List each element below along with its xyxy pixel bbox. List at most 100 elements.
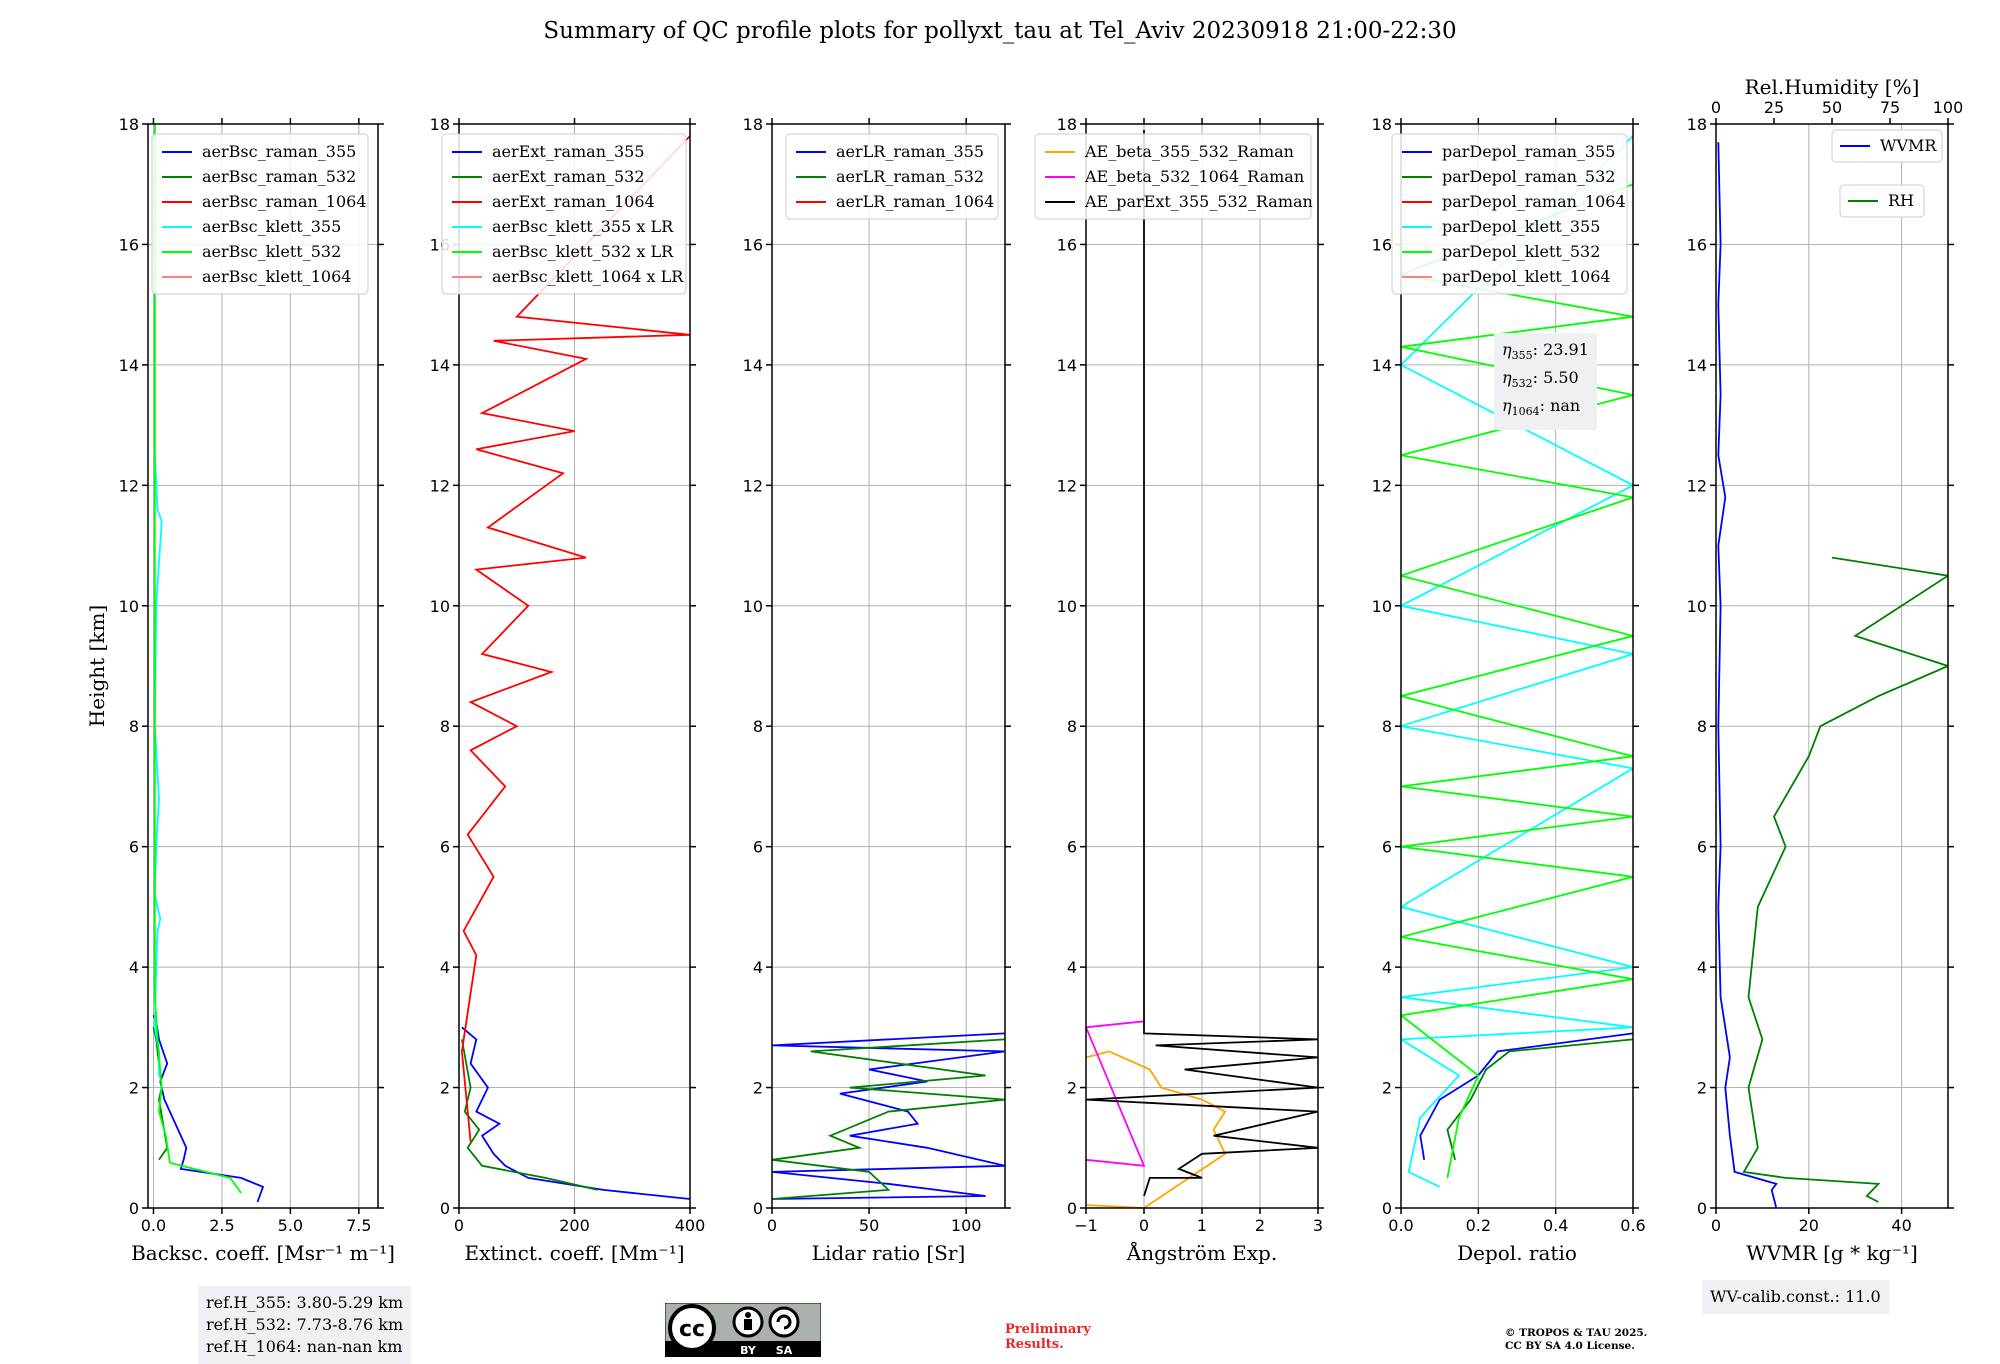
y-tick-label: 10 [743, 597, 763, 616]
y-tick-label: 16 [1372, 235, 1392, 254]
legend: parDepol_raman_355 parDepol_raman_532 parD… [1391, 133, 1628, 295]
legend-box [1391, 133, 1628, 295]
legend-label: parDepol_klett_355 [1442, 217, 1600, 236]
y-tick-label: 18 [119, 115, 139, 134]
y-tick-label: 0 [1067, 1199, 1077, 1218]
x-tick-label: 0.0 [1388, 1216, 1413, 1235]
eta-box: η355: 23.91 η532: 5.50 η1064: nan [1494, 333, 1597, 430]
x-tick-label: 0.0 [141, 1216, 166, 1235]
copyright-line-2: CC BY SA 4.0 License. [1505, 1340, 1635, 1352]
x2-tick-label: 75 [1880, 98, 1900, 117]
y-tick-label: 12 [1057, 476, 1077, 495]
y-tick-label: 8 [440, 717, 450, 736]
y-tick-label: 18 [430, 115, 450, 134]
plot-frame [1715, 123, 1949, 1209]
x-tick-label: 400 [675, 1216, 706, 1235]
y-tick-label: 8 [129, 717, 139, 736]
legend: aerLR_raman_355 aerLR_raman_532 aerLR_rama… [785, 133, 999, 220]
x-tick-label: 0 [1139, 1216, 1149, 1235]
y-tick-label: 4 [753, 958, 763, 977]
y-tick-label: 16 [743, 235, 763, 254]
eta-532: η532: 5.50 [1502, 368, 1579, 391]
series-line-parDepol_klett_532 [1401, 183, 1633, 1179]
y-tick-label: 8 [1382, 717, 1392, 736]
legend-label: AE_beta_532_1064_Raman [1084, 167, 1304, 186]
y-axis-label: Height [km] [85, 605, 109, 727]
x-tick-label: 2 [1255, 1216, 1265, 1235]
x-tick-label: 100 [951, 1216, 982, 1235]
eta-1064: η1064: nan [1502, 396, 1581, 419]
y-tick-label: 14 [1372, 356, 1392, 375]
y-tick-label: 2 [1697, 1079, 1707, 1098]
legend-label: aerBsc_raman_355 [202, 142, 356, 161]
preliminary-line-1: Preliminary [1005, 1322, 1091, 1337]
x-axis-label: Backsc. coeff. [Msr⁻¹ m⁻¹] [131, 1241, 395, 1265]
y-tick-label: 12 [1687, 476, 1707, 495]
y-tick-label: 14 [743, 356, 763, 375]
y-tick-label: 16 [1057, 235, 1077, 254]
ref-height-355: ref.H_355: 3.80-5.29 km [206, 1293, 404, 1312]
series-line-aerLR_raman_532 [772, 1038, 1005, 1200]
series-line-aerExt_raman_532 [461, 1039, 598, 1191]
y-tick-label: 18 [743, 115, 763, 134]
series-line-aerLR_raman_355 [772, 1032, 1005, 1200]
x-tick-label: 0.2 [1466, 1216, 1491, 1235]
y-tick-label: 16 [119, 235, 139, 254]
ref-heights-box: ref.H_355: 3.80-5.29 km ref.H_532: 7.73-… [198, 1286, 412, 1364]
legend-box [785, 133, 999, 220]
x-tick-label: 0.6 [1620, 1216, 1645, 1235]
x-tick-label: −1 [1074, 1216, 1098, 1235]
eta-355: η355: 23.91 [1502, 340, 1589, 363]
legend-label: aerExt_raman_1064 [492, 192, 655, 211]
legend-label: aerBsc_klett_532 x LR [492, 242, 674, 261]
x-axis-label: Extinct. coeff. [Mm⁻¹] [464, 1241, 684, 1265]
y-tick-label: 12 [119, 476, 139, 495]
y-tick-label: 6 [440, 838, 450, 857]
page-title: Summary of QC profile plots for pollyxt_… [543, 18, 1457, 44]
y-tick-label: 6 [1067, 838, 1077, 857]
y-tick-label: 12 [1372, 476, 1392, 495]
panel-backscatter: 0.0 2.5 5.0 7.5 0 2 4 6 8 10 12 14 16 18 Backsc. coeff… [85, 115, 395, 1265]
legend: WVMR RH [1831, 129, 1943, 218]
y-tick-label: 2 [753, 1079, 763, 1098]
legend-label: WVMR [1880, 136, 1937, 155]
cc-license-logo: cc BY SA [665, 1303, 821, 1357]
legend-label: parDepol_klett_1064 [1442, 267, 1611, 286]
legend-label: aerLR_raman_532 [836, 167, 984, 186]
legend: AE_beta_355_532_Raman AE_beta_532_1064_Ra… [1034, 133, 1313, 220]
legend-label: AE_parExt_355_532_Raman [1084, 192, 1313, 211]
ref-height-532: ref.H_532: 7.73-8.76 km [206, 1315, 404, 1334]
series-line-parDepol_raman_355 [1419, 1032, 1633, 1160]
legend-label: aerBsc_klett_1064 [202, 267, 351, 286]
plot-frame [771, 123, 1006, 1209]
legend-label: parDepol_klett_532 [1442, 242, 1600, 261]
legend-label: aerExt_raman_532 [492, 167, 645, 186]
x-tick-label: 0.4 [1543, 1216, 1568, 1235]
legend-label: parDepol_raman_532 [1442, 167, 1615, 186]
x-axis-label: Ångström Exp. [1126, 1240, 1277, 1265]
y-tick-label: 14 [1057, 356, 1077, 375]
x2-tick-label: 25 [1764, 98, 1784, 117]
x-tick-label: 7.5 [346, 1216, 371, 1235]
y-tick-label: 12 [743, 476, 763, 495]
y-tick-label: 6 [129, 838, 139, 857]
legend-box [1034, 133, 1312, 220]
legend-label: aerLR_raman_1064 [836, 192, 994, 211]
legend-label: parDepol_raman_1064 [1442, 192, 1626, 211]
series-line-RH [1742, 556, 1948, 1203]
x2-tick-label: 100 [1933, 98, 1964, 117]
legend-box [1839, 184, 1925, 218]
x2-tick-label: 0 [1711, 98, 1721, 117]
cc-logo-cc: cc [679, 1317, 705, 1342]
x-tick-label: 1 [1197, 1216, 1207, 1235]
x-tick-label: 3 [1313, 1216, 1323, 1235]
y-tick-label: 10 [430, 597, 450, 616]
y-tick-label: 0 [1697, 1199, 1707, 1218]
y-tick-label: 4 [1382, 958, 1392, 977]
panel-lidar_ratio: 0 50 100 0 2 4 6 8 10 12 14 16 18 Lidar ratio [Sr] aer… [743, 115, 1011, 1265]
y-tick-label: 0 [753, 1199, 763, 1218]
series-line-WVMR [1717, 142, 1778, 1208]
copyright-note: © TROPOS & TAU 2025. CC BY SA 4.0 Licens… [1505, 1327, 1647, 1353]
y-tick-label: 2 [129, 1079, 139, 1098]
